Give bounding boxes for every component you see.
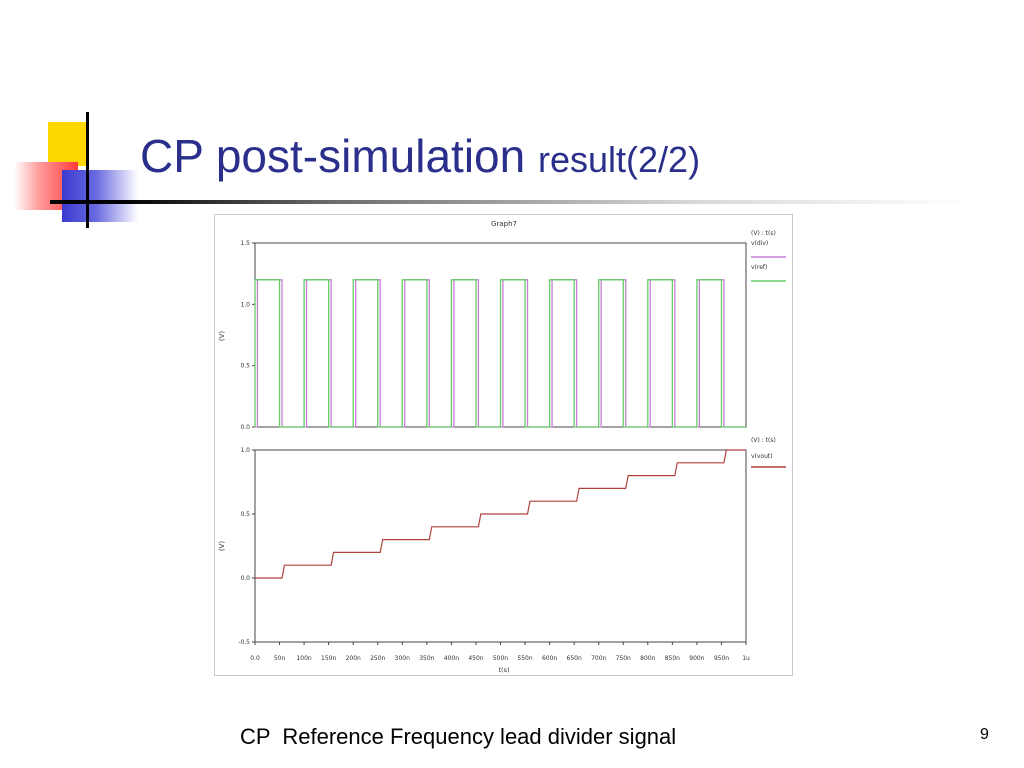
x-tick-label: 600n bbox=[542, 655, 557, 662]
series-line-vref bbox=[254, 279, 746, 428]
x-tick-label: 800n bbox=[640, 655, 655, 662]
top-y-axis-label: (V) bbox=[218, 331, 226, 342]
y-tick-label: 0.0 bbox=[240, 575, 250, 582]
top-legend: v(div) v(ref) bbox=[751, 240, 786, 282]
x-tick-label: 500n bbox=[493, 655, 508, 662]
bottom-legend: v(vout) bbox=[751, 453, 786, 468]
x-tick-label: 50n bbox=[274, 655, 286, 662]
x-ticks: 0.0 50n 100n 150n 200n 250n 300n 350n 400n 450n 50… bbox=[250, 642, 750, 662]
title-underline bbox=[50, 200, 970, 204]
x-tick-label: 700n bbox=[591, 655, 606, 662]
bottom-y-axis-label: (V) bbox=[218, 541, 226, 552]
bottom-series bbox=[255, 449, 746, 579]
x-tick-label: 550n bbox=[517, 655, 532, 662]
x-tick-label: 1u bbox=[742, 655, 750, 662]
x-tick-label: 450n bbox=[468, 655, 483, 662]
deco-vertical-line bbox=[86, 112, 89, 228]
y-tick-label: 0.0 bbox=[240, 424, 250, 431]
y-tick-label: 0.5 bbox=[240, 511, 250, 518]
y-tick-label: 0.5 bbox=[240, 363, 250, 370]
legend-label: v(ref) bbox=[751, 264, 767, 271]
x-tick-label: 750n bbox=[616, 655, 631, 662]
x-tick-label: 100n bbox=[296, 655, 311, 662]
legend-label: v(vout) bbox=[751, 453, 773, 460]
deco-blue-square bbox=[62, 170, 138, 222]
top-series bbox=[254, 279, 746, 428]
x-axis-label: t(s) bbox=[498, 666, 509, 674]
y-tick-label: 1.5 bbox=[240, 240, 250, 247]
x-tick-label: 650n bbox=[567, 655, 582, 662]
x-tick-label: 900n bbox=[689, 655, 704, 662]
bottom-legend-header: (V) : t(s) bbox=[751, 437, 776, 444]
x-tick-label: 150n bbox=[321, 655, 336, 662]
slide-caption: CP Reference Frequency lead divider sign… bbox=[240, 724, 677, 749]
x-tick-label: 200n bbox=[346, 655, 361, 662]
y-tick-label: -0.5 bbox=[238, 639, 250, 646]
series-line-vout bbox=[255, 449, 746, 579]
x-tick-label: 0.0 bbox=[250, 655, 260, 662]
y-tick-label: 1.0 bbox=[240, 301, 250, 308]
x-tick-label: 850n bbox=[665, 655, 680, 662]
slide-title-main: CP post-simulation bbox=[140, 130, 526, 182]
top-legend-header: (V) : t(s) bbox=[751, 230, 776, 237]
slide-title: CP post-simulation result(2/2) bbox=[140, 128, 700, 188]
deco-yellow-square bbox=[48, 122, 88, 166]
x-tick-label: 350n bbox=[419, 655, 434, 662]
legend-label: v(div) bbox=[751, 240, 768, 247]
simulation-figure: Graph7 (V) 0.0 0.5 1.0 1.5 (V) : t(s) v(div… bbox=[214, 214, 793, 676]
x-tick-label: 950n bbox=[714, 655, 729, 662]
graph-title: Graph7 bbox=[491, 220, 517, 228]
x-tick-label: 400n bbox=[444, 655, 459, 662]
y-tick-label: 1.0 bbox=[240, 447, 250, 454]
slide-title-suffix: result(2/2) bbox=[538, 139, 701, 180]
x-tick-label: 250n bbox=[370, 655, 385, 662]
page-number: 9 bbox=[980, 726, 989, 743]
bottom-plot-area bbox=[254, 449, 747, 643]
x-tick-label: 300n bbox=[395, 655, 410, 662]
